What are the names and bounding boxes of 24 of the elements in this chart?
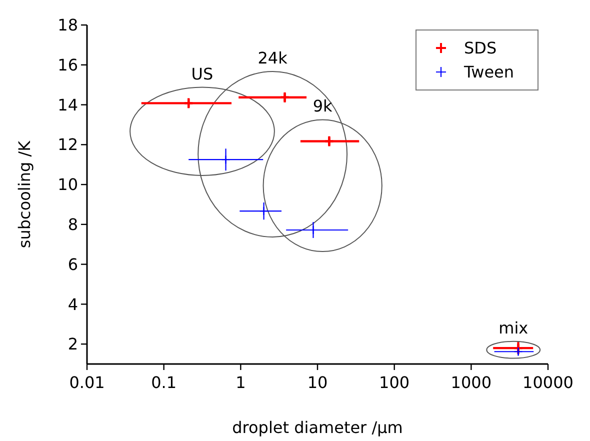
y-tick-label: 8 <box>68 215 78 234</box>
y-tick-label: 18 <box>58 16 78 35</box>
y-tick-label: 14 <box>58 95 78 114</box>
y-tick-label: 2 <box>68 334 78 354</box>
x-tick-label: 1 <box>236 373 246 392</box>
y-tick-label: 6 <box>68 254 78 274</box>
annotation: 9k <box>312 96 334 116</box>
y-axis-title: subcooling /K <box>15 140 34 248</box>
x-tick-label: 0.1 <box>151 373 177 392</box>
x-axis-title: droplet diameter /µm <box>232 418 403 437</box>
x-tick-label: 1000 <box>450 373 492 392</box>
annotation: US <box>191 64 214 84</box>
legend-label: SDS <box>464 38 497 58</box>
x-tick-label: 100 <box>379 373 410 392</box>
annotation: mix <box>498 318 528 338</box>
x-tick-label: 0.01 <box>69 373 105 392</box>
annotation: 24k <box>258 48 288 68</box>
y-tick-label: 4 <box>68 294 78 314</box>
x-tick-label: 10000 <box>522 373 574 392</box>
y-tick-label: 16 <box>58 55 78 74</box>
y-tick-label: 12 <box>58 135 78 154</box>
legend-label: Tween <box>463 62 514 82</box>
y-tick-label: 10 <box>58 175 78 194</box>
x-tick-label: 10 <box>307 373 328 392</box>
